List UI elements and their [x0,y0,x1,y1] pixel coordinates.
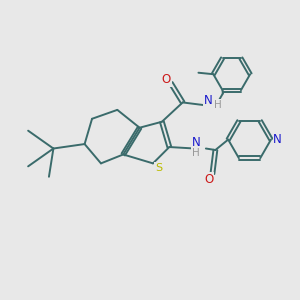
Text: O: O [162,73,171,86]
Text: H: H [214,100,222,110]
Text: N: N [192,136,200,149]
Text: N: N [273,133,282,146]
Text: O: O [204,172,214,186]
Text: S: S [155,163,162,173]
Text: N: N [204,94,212,107]
Text: H: H [192,148,200,158]
